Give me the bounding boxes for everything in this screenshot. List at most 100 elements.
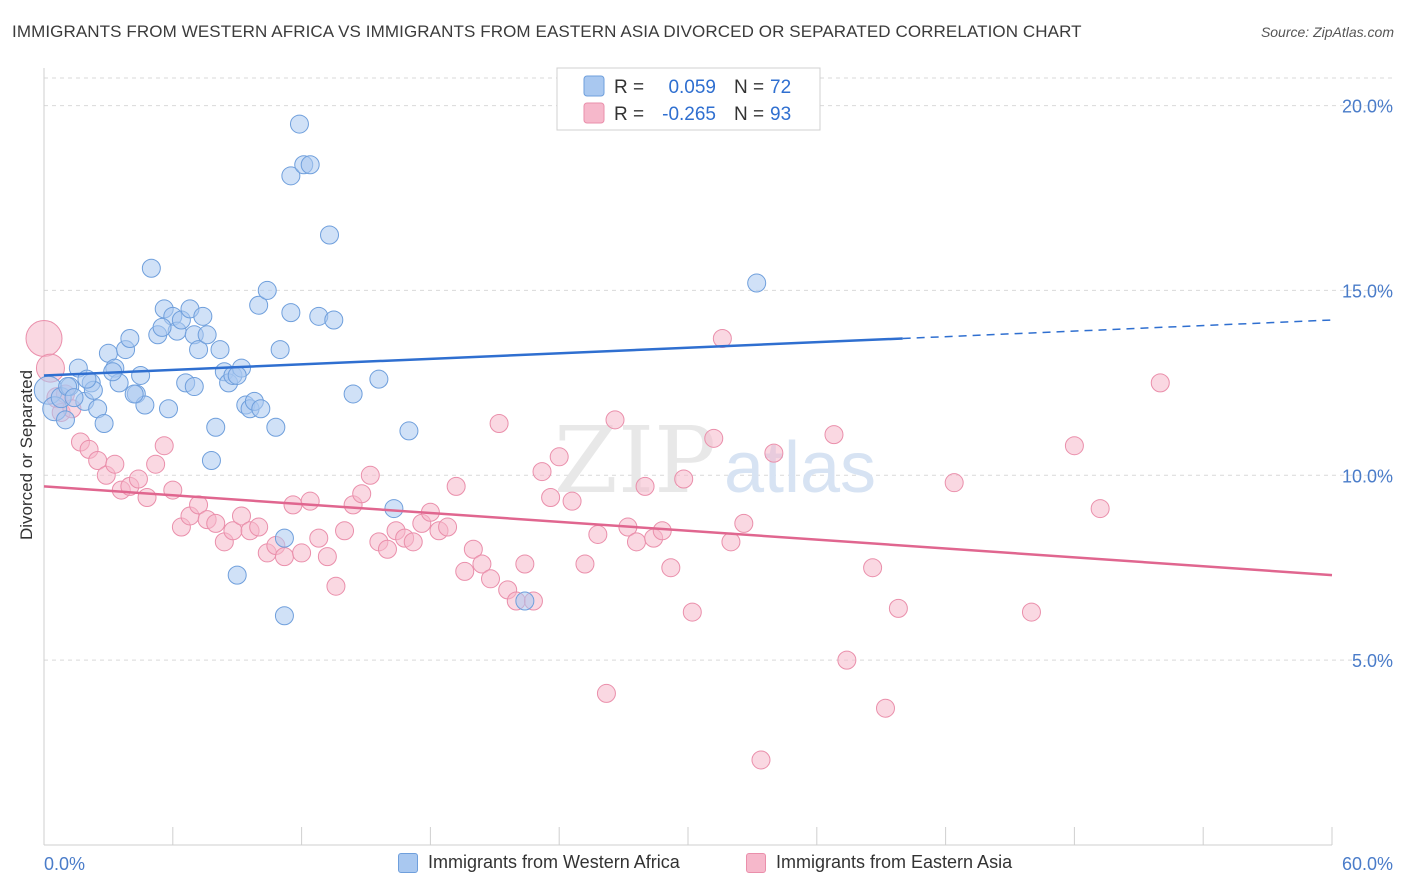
x-tick-label: 60.0% [1342,854,1393,874]
western-africa-point [369,369,389,389]
eastern-asia-point [377,539,397,559]
eastern-asia-point [837,650,857,670]
western-africa-point [399,421,419,441]
series-legend: Immigrants from Western Africa Immigrant… [0,852,1406,878]
legend-item-western-africa: Immigrants from Western Africa [398,852,680,873]
western-africa-point [266,417,286,437]
western-africa-point [249,295,269,315]
western-africa-point [274,606,294,626]
eastern-asia-point [875,698,895,718]
y-tick-labels: 5.0% 10.0% 15.0% 20.0% [1342,97,1393,672]
western-africa-point [281,166,301,186]
western-africa-point [343,384,363,404]
eastern-asia-point [541,487,561,507]
legend-label-eastern-asia: Immigrants from Eastern Asia [776,852,1013,872]
eastern-asia-point [472,554,492,574]
eastern-asia-point [128,469,148,489]
western-africa-point [201,451,221,470]
western-africa-point [281,303,301,323]
eastern-asia-point [360,465,380,485]
eastern-asia-point [146,454,166,474]
series-eastern-asia-points [25,319,1170,770]
y-tick-label: 20.0% [1342,97,1393,117]
x-tick-label: 0.0% [44,854,85,874]
y-axis-label: Divorced or Separated [17,370,36,540]
western-africa-point [189,340,209,360]
eastern-asia-point [824,425,844,445]
x-tick-labels: 0.0% 60.0% [44,854,1393,874]
eastern-asia-point [463,539,483,559]
eastern-asia-point [721,532,741,552]
chart-title: IMMIGRANTS FROM WESTERN AFRICA VS IMMIGR… [12,22,1082,41]
legend-n-value-2: 93 [770,104,791,125]
legend-r-label-1: R = [614,77,644,98]
eastern-asia-point [137,487,157,507]
trend-lines [43,319,1333,577]
eastern-asia-point [549,447,569,467]
western-africa-point [274,528,294,548]
western-africa-point [206,417,226,437]
legend-swatch-western-africa [398,852,418,873]
eastern-asia-point [231,506,251,526]
y-tick-label: 5.0% [1352,651,1393,671]
axes [43,68,1333,846]
correlation-legend: R = 0.059 N = 72 R = -0.265 N = 93 [556,67,821,131]
western-africa-point [193,306,213,326]
legend-item-eastern-asia: Immigrants from Eastern Asia [746,852,1012,873]
y-tick-label: 15.0% [1342,281,1393,301]
eastern-asia-point [682,602,702,622]
western-africa-point [289,114,309,134]
eastern-asia-point [1064,436,1084,456]
eastern-asia-point [588,524,608,544]
eastern-asia-point [652,521,672,541]
western-africa-point [94,414,114,434]
western-africa-point [120,328,140,348]
legend-n-label-1: N = [734,77,764,98]
western-africa-point [227,565,247,585]
trend-line-western-africa-extension [902,319,1333,340]
eastern-asia-point [704,428,724,448]
western-africa-point [141,258,161,278]
western-africa-point [197,325,217,345]
western-africa-point [300,155,320,175]
eastern-asia-point [317,547,337,567]
eastern-asia-point [626,532,646,552]
eastern-asia-point [352,484,372,504]
legend-r-value-1: 0.059 [668,77,716,98]
western-africa-point [184,377,204,397]
eastern-asia-point [1021,602,1041,622]
eastern-asia-point [326,576,346,596]
eastern-asia-point [25,319,63,357]
eastern-asia-point [309,528,329,548]
eastern-asia-point [481,569,501,589]
legend-swatch-pink [583,102,605,124]
source-label: Source: ZipAtlas.com [1260,24,1394,40]
eastern-asia-point [888,598,908,618]
eastern-asia-point [635,476,655,496]
western-africa-point [515,591,535,611]
eastern-asia-point [944,473,964,493]
legend-n-value-1: 72 [770,77,791,98]
eastern-asia-point [403,532,423,552]
eastern-asia-point [734,513,754,533]
legend-swatch-blue [583,75,605,97]
eastern-asia-point [596,683,616,703]
western-africa-point [257,280,277,300]
western-africa-point [131,365,151,385]
eastern-asia-point [751,750,771,770]
eastern-asia-point [438,517,458,537]
western-africa-point [747,273,767,293]
eastern-asia-point [446,476,466,496]
eastern-asia-point [661,558,681,578]
eastern-asia-point [274,547,294,567]
trend-line-western-africa [43,337,903,377]
eastern-asia-point [455,561,475,581]
trend-line-eastern-asia [43,485,1333,577]
western-africa-point [384,499,404,519]
eastern-asia-point [863,558,883,578]
eastern-asia-point [335,521,355,541]
legend-n-label-2: N = [734,104,764,125]
eastern-asia-point [605,410,625,430]
western-africa-point [227,365,247,385]
eastern-asia-point [515,554,535,574]
